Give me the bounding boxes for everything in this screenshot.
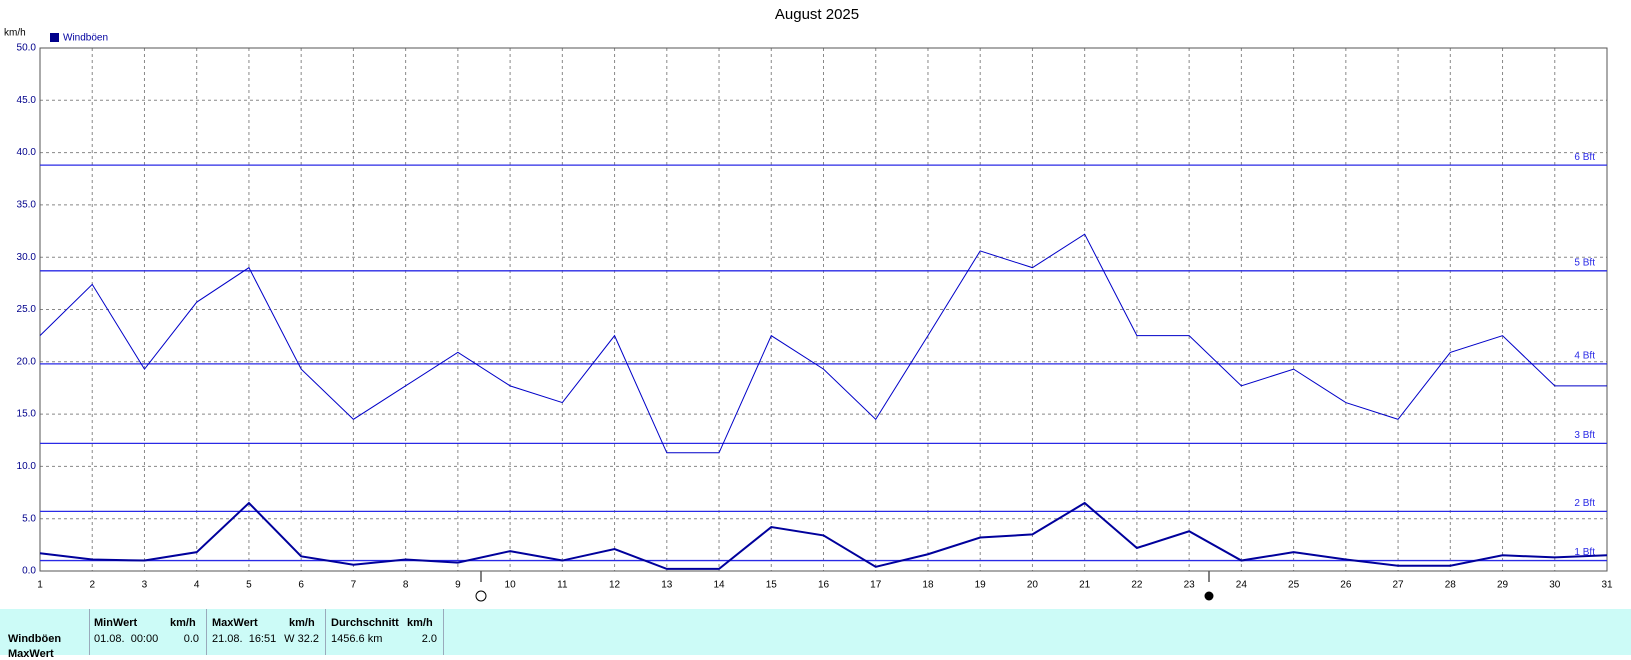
x-tick-label: 4 [194, 580, 200, 591]
y-tick-label: 35.0 [17, 200, 37, 211]
x-tick-label: 2 [89, 580, 95, 591]
x-tick-label: 12 [609, 580, 621, 591]
x-tick-label: 22 [1131, 580, 1143, 591]
x-tick-label: 7 [351, 580, 357, 591]
y-tick-label: 30.0 [17, 252, 37, 263]
x-tick-label: 20 [1027, 580, 1039, 591]
separator [443, 609, 444, 655]
x-tick-label: 14 [713, 580, 725, 591]
row-label: Windböen [8, 633, 62, 645]
y-tick-label: 5.0 [22, 513, 36, 524]
col-header: Durchschnitt [331, 617, 399, 629]
beaufort-label: 6 Bft [1574, 152, 1595, 163]
chart: August 2025 km/h Windböen 0.0 5.0 10.0 15.0… [4, 6, 1613, 602]
series-line [39, 501, 1608, 570]
x-tick-label: 31 [1601, 580, 1613, 591]
x-tick-label: 24 [1236, 580, 1248, 591]
plot-frame [39, 47, 1608, 572]
chart-title: August 2025 [775, 6, 859, 23]
col-header: MaxWert [212, 617, 258, 629]
x-tick-label: 28 [1445, 580, 1457, 591]
y-tick-label: 10.0 [17, 461, 37, 472]
col-unit: km/h [289, 617, 315, 629]
cell: W 32.2 [284, 633, 319, 645]
x-tick-label: 9 [455, 580, 461, 591]
col-header: MinWert [94, 617, 138, 629]
series-line [39, 233, 1607, 454]
y-tick-label: 0.0 [22, 566, 36, 577]
row-label: MaxWert [8, 648, 54, 660]
cell: 21.08. 16:51 [212, 633, 277, 645]
separator [89, 609, 90, 655]
cell: 2.0 [421, 633, 437, 645]
x-tick-label: 8 [403, 580, 409, 591]
x-tick-label: 18 [922, 580, 934, 591]
y-tick-label: 25.0 [17, 304, 37, 315]
x-tick-label: 23 [1184, 580, 1196, 591]
y-tick-label: 45.0 [17, 95, 37, 106]
x-tick-label: 10 [505, 580, 517, 591]
separator [206, 609, 207, 655]
full-moon-icon [475, 590, 487, 602]
x-tick-label: 25 [1288, 580, 1300, 591]
y-tick-label: 50.0 [17, 43, 37, 54]
legend-label: Windböen [63, 33, 108, 44]
x-tick-label: 29 [1497, 580, 1509, 591]
y-tick-label: 20.0 [17, 356, 37, 367]
beaufort-label: 5 Bft [1574, 257, 1595, 268]
y-tick-label: 15.0 [17, 409, 37, 420]
x-tick-label: 13 [661, 580, 673, 591]
new-moon-icon [1204, 591, 1214, 601]
y-tick-label: 40.0 [17, 147, 37, 158]
cell: 1456.6 km [331, 633, 383, 645]
beaufort-label: 2 Bft [1574, 498, 1595, 509]
x-tick-label: 11 [557, 580, 568, 591]
x-tick-label: 15 [766, 580, 778, 591]
cell: 01.08. 00:00 [94, 633, 159, 645]
cell: 0.0 [183, 633, 199, 645]
beaufort-label: 1 Bft [1574, 547, 1595, 558]
legend-swatch [50, 33, 59, 42]
stats-table: Windböen MaxWert MinWert km/h 01.08. 00:… [0, 609, 1631, 660]
x-tick-label: 17 [870, 580, 882, 591]
x-tick-label: 16 [818, 580, 830, 591]
separator [325, 609, 326, 655]
x-tick-label: 6 [298, 580, 304, 591]
x-tick-label: 1 [37, 580, 43, 591]
beaufort-label: 4 Bft [1574, 351, 1595, 362]
y-axis-label: km/h [4, 28, 26, 39]
col-unit: km/h [407, 617, 433, 629]
col-unit: km/h [170, 617, 196, 629]
beaufort-label: 3 Bft [1574, 430, 1595, 441]
x-tick-label: 21 [1079, 580, 1091, 591]
x-tick-label: 26 [1340, 580, 1352, 591]
x-tick-label: 3 [142, 580, 148, 591]
x-tick-label: 19 [975, 580, 987, 591]
x-tick-label: 5 [246, 580, 252, 591]
x-tick-label: 30 [1549, 580, 1561, 591]
x-tick-label: 27 [1393, 580, 1405, 591]
